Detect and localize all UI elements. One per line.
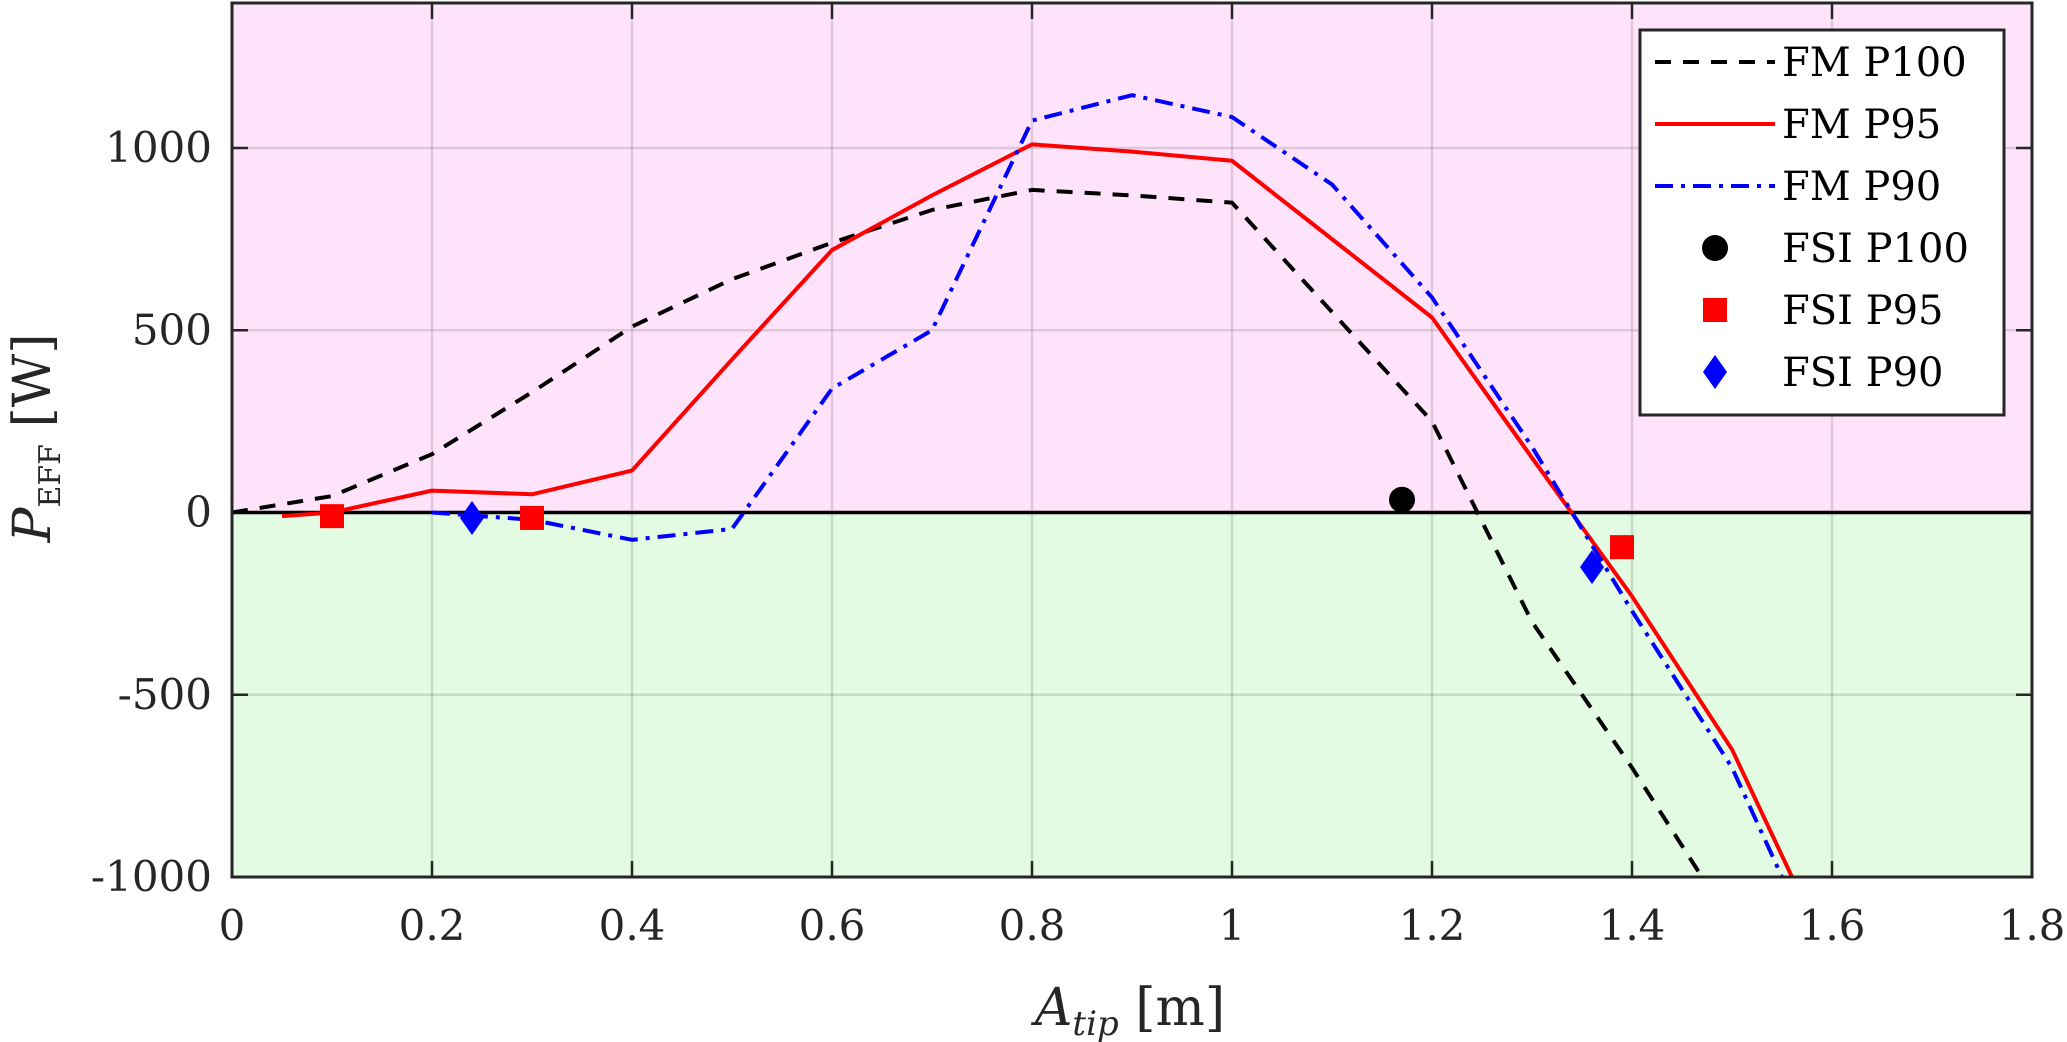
x-tick-label: 1.6: [1799, 901, 1866, 950]
plot-frame: [230, 1, 2034, 879]
y-axis-label-sub: EFF: [33, 444, 68, 508]
y-tick-label: 0: [185, 488, 212, 537]
x-axis-label: Atip [m]: [1031, 978, 1225, 1042]
legend-swatch: [1703, 355, 1727, 389]
y-axis-label-unit: [W]: [3, 333, 63, 444]
x-tick-label: 1.2: [1399, 901, 1466, 950]
marker-layer: [320, 486, 1634, 585]
y-tick-label: 1000: [105, 123, 212, 172]
y-tick-label: -1000: [91, 852, 212, 901]
x-axis-label-sub: tip: [1072, 1004, 1118, 1042]
marker-fsi-p95: [520, 505, 544, 530]
legend: FM P100 FM P95 FM P90 FSI P100 FSI P95 FSI P9…: [1638, 28, 2006, 417]
y-tick-label: -500: [118, 670, 212, 719]
y-axis-label: PEFF [W]: [3, 333, 68, 543]
marker-fsi-p95: [320, 504, 344, 529]
legend-box: [1638, 28, 2006, 417]
y-axis-label-main: P: [3, 507, 63, 544]
series-line-fm-p90: [431, 93, 1784, 878]
y-tick-labels: -1000 -500 0 500 1000: [91, 123, 212, 901]
negative-region: [232, 512, 2032, 877]
legend-label: FM P90: [1782, 164, 1941, 210]
legend-label: FSI P95: [1782, 288, 1943, 334]
legend-label: FSI P90: [1782, 350, 1943, 396]
x-tick-label: 0: [219, 901, 246, 950]
x-tick-label: 1.4: [1599, 901, 1666, 950]
x-axis-label-unit: [m]: [1119, 978, 1225, 1038]
series-line-fm-p100: [231, 187, 1704, 879]
x-tick-label: 1: [1219, 901, 1246, 950]
marker-fsi-p95: [1610, 535, 1634, 560]
legend-label: FM P100: [1782, 40, 1967, 86]
x-tick-labels: 0 0.2 0.4 0.6 0.8 1 1.2 1.4 1.6 1.8: [219, 901, 2066, 950]
legend-label: FM P95: [1782, 102, 1941, 148]
x-axis-label-main: A: [1031, 978, 1073, 1038]
marker-fsi-p100: [1389, 486, 1415, 513]
marker-fsi-p90: [460, 500, 484, 535]
x-tick-label: 0.2: [399, 901, 466, 950]
marker-fsi-p90: [1580, 550, 1604, 585]
x-tick-label: 0.4: [599, 901, 666, 950]
legend-label: FSI P100: [1782, 226, 1969, 272]
legend-swatch: [1703, 298, 1727, 322]
y-tick-label: 500: [132, 305, 212, 354]
legend-swatch: [1702, 235, 1728, 261]
x-tick-label: 0.6: [799, 901, 866, 950]
series-layer: [231, 93, 1794, 879]
x-tick-label: 1.8: [1999, 901, 2066, 950]
x-tick-label: 0.8: [999, 901, 1066, 950]
